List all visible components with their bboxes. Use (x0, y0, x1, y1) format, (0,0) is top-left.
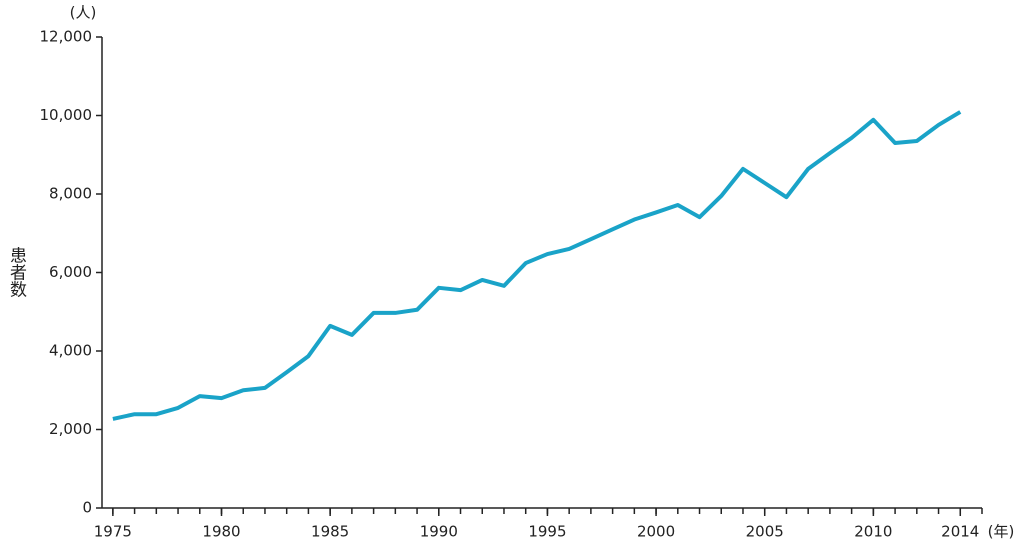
x-tick-label: 2014 (941, 523, 979, 541)
x-tick-label: 1985 (311, 523, 349, 541)
y-unit: (人) (70, 4, 97, 22)
y-tick-label: 0 (82, 499, 92, 517)
data-line (112, 110, 962, 421)
y-tick-label: 2,000 (49, 420, 92, 438)
y-tick-label: 8,000 (49, 185, 92, 203)
y-tick-label: 4,000 (49, 342, 92, 360)
x-tick-label: 2005 (746, 523, 784, 541)
x-unit: (年) (988, 523, 1015, 541)
y-tick-label: 10,000 (40, 106, 93, 124)
x-tick-label: 1975 (94, 523, 132, 541)
x-tick-label: 1990 (420, 523, 458, 541)
x-tick-label: 2010 (854, 523, 892, 541)
x-tick-label: 2000 (637, 523, 675, 541)
x-tick-label: 1995 (528, 523, 566, 541)
x-tick-label: 1980 (202, 523, 240, 541)
y-tick-label: 6,000 (49, 263, 92, 281)
y-axis-label: 患者数 (6, 246, 27, 297)
y-tick-label: 12,000 (40, 28, 93, 46)
